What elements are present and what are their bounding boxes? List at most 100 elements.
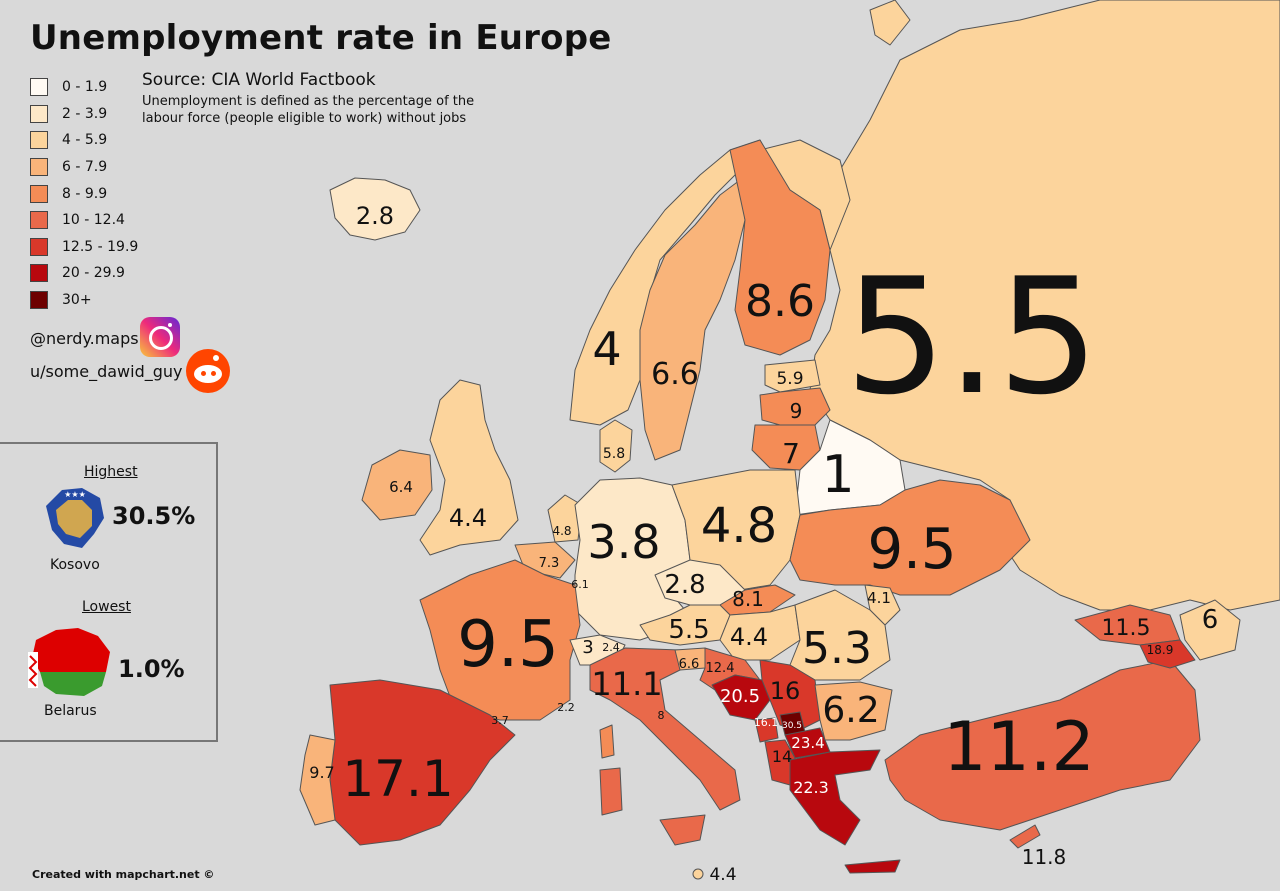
- country-labels: 2.8 4 6.6 8.6 5.5 5.9 9 7 1 5.8 6.4 4.4 4.8 7.3 6.1 3.8…: [309, 202, 1218, 885]
- extremes-panel: [0, 442, 218, 742]
- belarus-flag-icon: [28, 628, 110, 696]
- country-value-label: 8.1: [732, 587, 764, 611]
- country-value-label: 3: [582, 637, 593, 658]
- country-value-label: 5.5: [845, 243, 1099, 430]
- country-value-label: 5.5: [668, 615, 709, 645]
- country-value-label: 4.8: [552, 524, 571, 538]
- country-value-label: 14: [772, 747, 792, 766]
- country-finland[interactable]: [729, 139, 831, 356]
- legend-label: 0 - 1.9: [62, 79, 108, 96]
- country-value-label: 30.5: [782, 721, 802, 731]
- highest-country: Kosovo: [50, 557, 100, 573]
- lowest-heading: Lowest: [82, 599, 131, 615]
- country-value-label: 9: [790, 399, 803, 423]
- country-turkey[interactable]: [884, 659, 1201, 831]
- country-france[interactable]: [419, 559, 581, 721]
- legend-label: 4 - 5.9: [62, 132, 108, 149]
- country-value-label: 6.2: [822, 690, 879, 731]
- country-value-label: 4.4: [449, 504, 487, 532]
- legend-label: 6 - 7.9: [62, 159, 108, 176]
- legend-item: 10 - 12.4: [30, 207, 138, 234]
- legend-label: 12.5 - 19.9: [62, 238, 139, 255]
- highest-heading: Highest: [84, 464, 138, 480]
- country-uk[interactable]: [419, 379, 519, 556]
- country-value-label: 11.8: [1022, 845, 1067, 869]
- kosovo-flag-icon: ★★★: [46, 488, 104, 548]
- country-value-label: 11.1: [591, 665, 662, 703]
- country-moldova[interactable]: [864, 584, 901, 626]
- country-value-label: 22.3: [793, 778, 829, 797]
- legend-item: 8 - 9.9: [30, 180, 138, 207]
- legend-item: 20 - 29.9: [30, 260, 138, 287]
- country-cyprus[interactable]: [1009, 824, 1041, 849]
- instagram-handle[interactable]: @nerdy.maps: [30, 329, 139, 348]
- legend-swatch: [30, 104, 48, 123]
- reddit-icon[interactable]: [186, 349, 230, 393]
- definition-text: Unemployment is defined as the percentag…: [142, 94, 475, 126]
- reddit-handle[interactable]: u/some_dawid_guy: [30, 362, 183, 381]
- credit-text: Created with mapchart.net ©: [32, 868, 215, 881]
- country-value-label: 11.2: [943, 708, 1094, 787]
- legend-swatch: [30, 184, 48, 203]
- country-value-label: 4.4: [709, 865, 736, 885]
- country-montenegro[interactable]: [754, 717, 779, 743]
- country-value-label: 6: [1202, 605, 1219, 635]
- country-poland[interactable]: [671, 469, 801, 591]
- legend-item: 30+: [30, 287, 138, 314]
- country-sweden[interactable]: [639, 179, 746, 461]
- legend-swatch: [30, 211, 48, 230]
- legend-swatch: [30, 78, 48, 97]
- legend-swatch: [30, 158, 48, 177]
- legend-label: 2 - 3.9: [62, 105, 108, 122]
- country-romania[interactable]: [789, 589, 891, 681]
- country-value-label: 23.4: [791, 734, 824, 752]
- legend-swatch: [30, 131, 48, 150]
- country-value-label: 11.5: [1102, 616, 1151, 641]
- legend-label: 20 - 29.9: [62, 265, 125, 282]
- country-value-label: 1: [821, 445, 854, 505]
- country-value-label: 6.1: [571, 578, 589, 591]
- legend-swatch: [30, 237, 48, 256]
- country-ireland[interactable]: [361, 449, 433, 521]
- legend-label: 10 - 12.4: [62, 212, 125, 229]
- country-malta[interactable]: [692, 868, 704, 880]
- legend-item: 4 - 5.9: [30, 127, 138, 154]
- country-value-label: 17.1: [342, 750, 453, 808]
- country-value-label: 16.1: [754, 716, 779, 729]
- country-azerbaijan[interactable]: [1179, 599, 1241, 661]
- country-portugal[interactable]: [299, 734, 336, 826]
- island-crete: [844, 859, 901, 874]
- country-value-label: 9.7: [309, 763, 334, 782]
- country-estonia[interactable]: [764, 359, 821, 393]
- country-armenia[interactable]: [1139, 639, 1196, 669]
- country-value-label: 5.8: [603, 446, 625, 462]
- country-value-label: 6.4: [389, 478, 413, 496]
- legend-swatch: [30, 291, 48, 310]
- island-corsica: [599, 724, 615, 759]
- lowest-country: Belarus: [44, 703, 97, 719]
- country-iceland[interactable]: [329, 177, 421, 241]
- country-value-label: 2.4: [602, 641, 620, 654]
- country-value-label: 12.4: [706, 661, 735, 676]
- country-value-label: 4.4: [730, 623, 768, 651]
- country-value-label: 2.2: [557, 701, 575, 714]
- country-bulgaria[interactable]: [814, 681, 893, 741]
- country-value-label: 4.1: [867, 589, 891, 607]
- country-value-label: 5.3: [802, 623, 872, 674]
- legend-item: 12.5 - 19.9: [30, 234, 138, 261]
- country-value-label: 4.8: [701, 498, 777, 554]
- country-greece[interactable]: [789, 749, 881, 846]
- svg-text:★★★: ★★★: [64, 490, 86, 499]
- legend-label: 30+: [62, 292, 92, 309]
- country-latvia[interactable]: [759, 387, 831, 426]
- country-value-label: 9.5: [867, 517, 956, 582]
- island-novaya: [869, 0, 911, 46]
- instagram-icon[interactable]: [140, 317, 180, 357]
- country-ukraine[interactable]: [789, 479, 1031, 596]
- lowest-value: 1.0%: [118, 655, 185, 683]
- country-value-label: 6.6: [679, 657, 700, 672]
- country-denmark[interactable]: [599, 419, 633, 473]
- legend-item: 2 - 3.9: [30, 101, 138, 128]
- country-value-label: 3.7: [491, 714, 509, 727]
- country-value-label: 16: [770, 677, 801, 705]
